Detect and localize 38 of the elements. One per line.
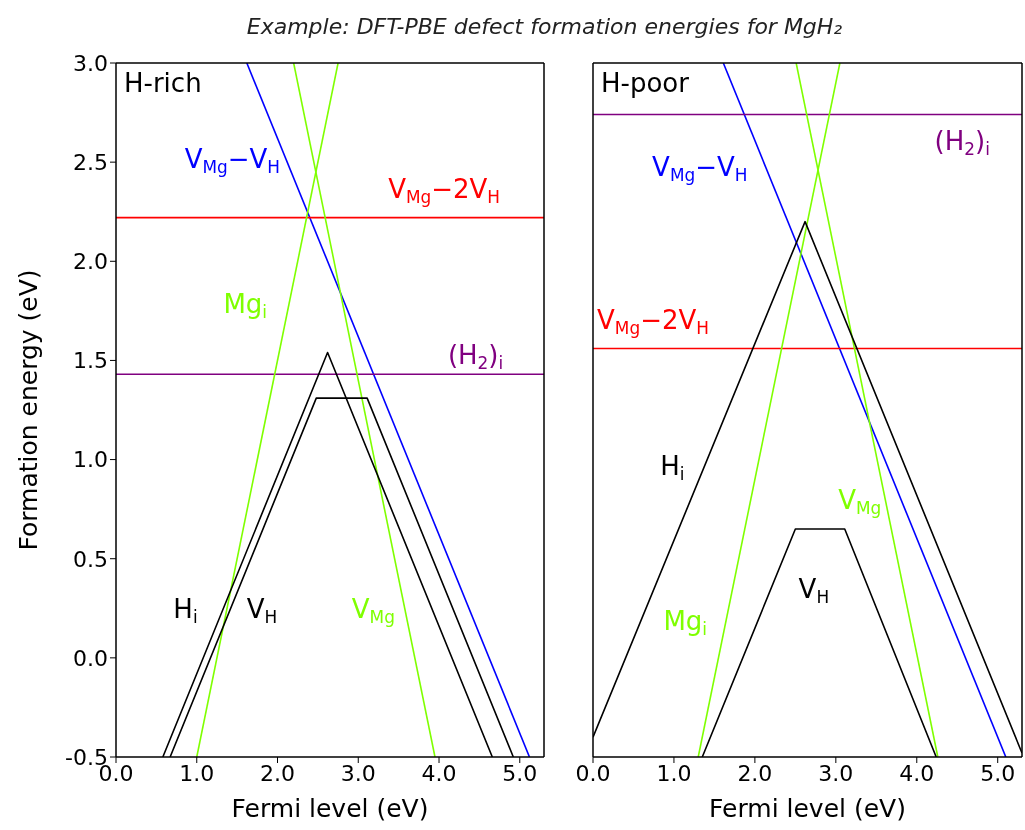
series-label: V$_{Mg}$−V$_{H}$ — [184, 144, 281, 178]
y-tick-label: 1.0 — [73, 447, 108, 473]
y-axis-title: Formation energy (eV) — [14, 269, 43, 551]
y-tick-label: 3.0 — [73, 50, 108, 76]
y-tick-label: 0.5 — [73, 546, 108, 572]
x-tick-label: 3.0 — [340, 760, 376, 786]
x-tick-label: 1.0 — [179, 760, 215, 786]
y-tick-label: 2.5 — [73, 149, 108, 175]
x-tick-label: 5.0 — [502, 760, 538, 786]
series-label: H$_{i}$ — [660, 451, 685, 485]
series-label: V$_{Mg}$−2V$_{H}$ — [388, 173, 501, 207]
x-tick-label: 0.0 — [575, 760, 611, 786]
series-label: V$_{Mg}$ — [351, 594, 395, 628]
annotation: H-rich — [124, 68, 202, 98]
series-label: V$_{H}$ — [798, 574, 830, 608]
series-label: V$_{H}$ — [246, 594, 278, 628]
x-axis-title: Fermi level (eV) — [231, 794, 429, 823]
x-tick-label: 1.0 — [656, 760, 692, 786]
series-label: (H$_{2}$)$_{i}$ — [447, 340, 504, 374]
x-tick-label: 3.0 — [818, 760, 854, 786]
series-label: H$_{i}$ — [173, 594, 198, 628]
x-tick-label: 5.0 — [980, 760, 1016, 786]
series-label: Mg$_{i}$ — [223, 288, 268, 322]
series-label: Mg$_{i}$ — [663, 606, 708, 640]
y-tick-label: 0.0 — [73, 645, 108, 671]
series-label: V$_{Mg}$ — [838, 485, 882, 519]
series-label: V$_{Mg}$−V$_{H}$ — [652, 152, 748, 186]
y-tick-label: 1.5 — [73, 348, 108, 374]
x-axis-title: Fermi level (eV) — [709, 794, 906, 823]
series-label: (H$_{2}$)$_{i}$ — [934, 126, 990, 160]
chart-title: Example: DFT-PBE defect formation energies for MgH₂ — [245, 14, 844, 39]
x-tick-label: 2.0 — [737, 760, 773, 786]
y-tick-label: 2.0 — [73, 249, 108, 275]
series-label: V$_{Mg}$−2V$_{H}$ — [597, 304, 709, 338]
annotation: H-poor — [601, 68, 689, 98]
x-tick-label: 4.0 — [421, 760, 457, 786]
x-tick-label: 2.0 — [260, 760, 296, 786]
x-tick-label: 4.0 — [899, 760, 935, 786]
